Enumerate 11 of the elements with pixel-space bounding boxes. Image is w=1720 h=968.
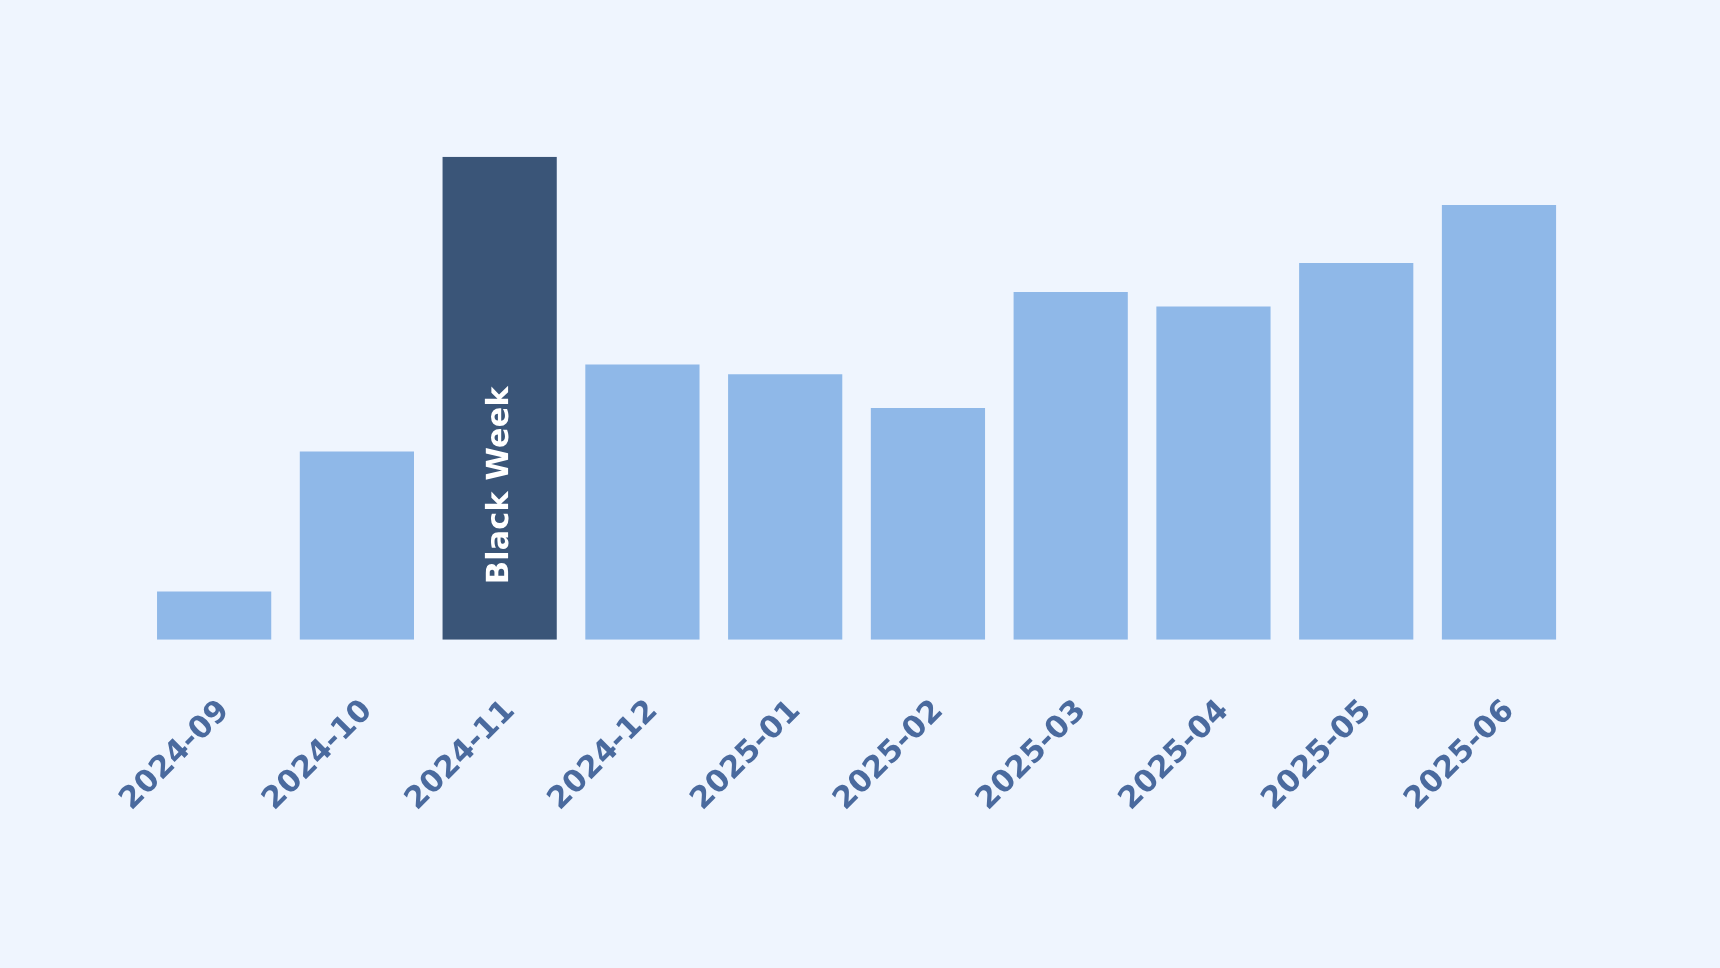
bar [157, 591, 272, 640]
bar [1441, 205, 1557, 640]
bar [728, 374, 843, 640]
bar [1013, 292, 1128, 640]
bar [1299, 263, 1414, 640]
bar [870, 407, 986, 640]
bar [299, 451, 414, 640]
bar [585, 364, 700, 640]
bar [1156, 306, 1271, 640]
annotation: Black Week [484, 385, 509, 582]
bar [442, 156, 557, 640]
